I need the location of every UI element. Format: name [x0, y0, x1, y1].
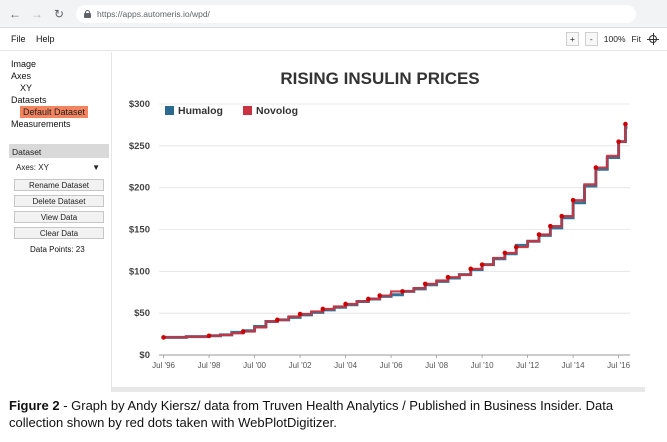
tree-item-image[interactable]: Image	[11, 59, 37, 69]
caption-text: - Graph by Andy Kiersz/ data from Truven…	[9, 398, 614, 430]
y-tick-label: $150	[129, 225, 150, 236]
x-axis-tick-labels: Jul '96 Jul '98 Jul '00 Jul '02 Jul '04 Jul '…	[152, 355, 631, 370]
forward-arrow-icon[interactable]: →	[31, 6, 43, 21]
chart-background	[112, 52, 645, 392]
tree-item-default-dataset[interactable]: Default Dataset	[20, 106, 89, 118]
x-tick-label: Jul '08	[425, 361, 448, 370]
x-tick-label: Jul '12	[516, 361, 539, 370]
digitized-point	[548, 223, 553, 229]
digitized-point	[240, 329, 246, 334]
x-tick-label: Jul '06	[380, 361, 403, 370]
horizontal-scrollbar[interactable]	[112, 387, 645, 392]
y-tick-label: $50	[134, 308, 150, 319]
x-tick-label: Jul '04	[334, 361, 357, 370]
x-tick-label: Jul '14	[562, 361, 585, 370]
plot-canvas[interactable]: RISING INSULIN PRICES $0 $50 $100 $150 $200 $…	[112, 52, 645, 392]
x-tick-label: Jul '96	[152, 361, 175, 370]
digitized-point	[161, 335, 166, 340]
digitized-points	[161, 121, 628, 340]
y-gridlines	[159, 103, 630, 356]
x-tick-label: Jul '00	[243, 361, 266, 370]
chart-legend: Humalog Novolog	[165, 105, 298, 117]
y-tick-label: $0	[139, 350, 150, 361]
digitized-point	[559, 213, 565, 219]
figure-caption: Figure 2 - Graph by Andy Kiersz/ data fr…	[9, 397, 659, 431]
zoom-in-button[interactable]: +	[565, 32, 579, 46]
zoom-out-button[interactable]: -	[584, 32, 598, 46]
digitized-point	[206, 333, 212, 339]
chart-svg[interactable]: RISING INSULIN PRICES $0$50$100$150$200$…	[112, 52, 645, 392]
chart-title: RISING INSULIN PRICES	[280, 69, 479, 88]
digitized-point	[320, 306, 326, 312]
digitized-point	[479, 262, 485, 267]
fit-button[interactable]: Fit	[631, 34, 641, 44]
x-tick-label: Jul '02	[289, 361, 312, 370]
address-bar[interactable]: https://apps.automeris.io/wpd/	[76, 4, 636, 23]
view-data-button[interactable]: View Data	[14, 211, 104, 223]
browser-toolbar: ← → ↻ https://apps.automeris.io/wpd/	[0, 0, 667, 28]
back-arrow-icon[interactable]: ←	[9, 6, 21, 21]
digitized-point	[502, 250, 508, 256]
legend-label-humalog: Humalog	[178, 105, 223, 117]
tree-item-axes[interactable]: Axes	[11, 71, 32, 81]
url-text: https://apps.automeris.io/wpd/	[97, 8, 210, 19]
axes-select-value: XY	[38, 163, 49, 172]
menu-file[interactable]: File	[11, 34, 26, 44]
digitized-point	[422, 281, 428, 287]
dropdown-arrow-icon: ▼	[92, 163, 100, 172]
y-axis-tick-labels: $0 $50 $100 $150 $200 $250 $300	[129, 99, 150, 361]
axes-select[interactable]: Axes: XY ▼	[16, 163, 100, 172]
digitized-point	[377, 293, 383, 298]
legend-swatch-novolog	[243, 106, 252, 115]
legend-swatch-humalog	[165, 106, 174, 115]
digitized-point	[593, 165, 599, 170]
delete-dataset-button[interactable]: Delete Dataset	[14, 195, 104, 207]
digitized-point	[616, 139, 621, 144]
vertical-scrollbar-track[interactable]	[645, 52, 667, 392]
digitized-point	[445, 274, 451, 280]
legend-label-novolog: Novolog	[256, 105, 298, 117]
tree-item-xy[interactable]: XY	[20, 83, 33, 93]
digitized-point	[468, 266, 474, 272]
digitized-point	[343, 301, 348, 307]
x-tick-label: Jul '16	[607, 361, 630, 370]
sidebar: Image Axes XY Datasets Default Dataset M…	[0, 52, 112, 392]
y-tick-label: $300	[129, 99, 150, 110]
tree-item-measurements[interactable]: Measurements	[11, 119, 71, 129]
digitized-point	[623, 121, 628, 127]
x-tick-label: Jul '98	[198, 361, 221, 370]
caption-label: Figure 2	[9, 398, 60, 413]
dataset-section-header: Dataset	[9, 144, 109, 158]
clear-data-button[interactable]: Clear Data	[14, 227, 104, 239]
x-tick-label: Jul '10	[471, 361, 494, 370]
zoom-level: 100%	[603, 34, 626, 44]
reload-icon[interactable]: ↻	[53, 6, 65, 21]
digitized-point	[570, 197, 576, 203]
menu-help[interactable]: Help	[36, 34, 55, 44]
digitized-point	[366, 296, 371, 302]
rename-dataset-button[interactable]: Rename Dataset	[14, 179, 104, 191]
axes-select-label: Axes:	[16, 163, 37, 172]
digitized-point	[536, 232, 542, 237]
app-menubar: File Help + - 100% Fit	[0, 28, 667, 51]
digitized-point	[297, 311, 303, 317]
lock-icon	[84, 9, 91, 18]
digitized-point	[275, 317, 280, 323]
crosshair-icon[interactable]	[647, 33, 659, 45]
digitized-point	[513, 244, 519, 250]
zoom-controls: + - 100% Fit	[565, 32, 659, 46]
tree-view: Image Axes XY Datasets Default Dataset M…	[0, 52, 111, 130]
tree-item-datasets[interactable]: Datasets	[11, 95, 47, 105]
y-tick-label: $200	[129, 183, 150, 194]
digitized-point	[400, 289, 405, 294]
y-tick-label: $100	[129, 266, 150, 277]
data-points-count: Data Points: 23	[30, 245, 85, 254]
y-tick-label: $250	[129, 141, 150, 152]
